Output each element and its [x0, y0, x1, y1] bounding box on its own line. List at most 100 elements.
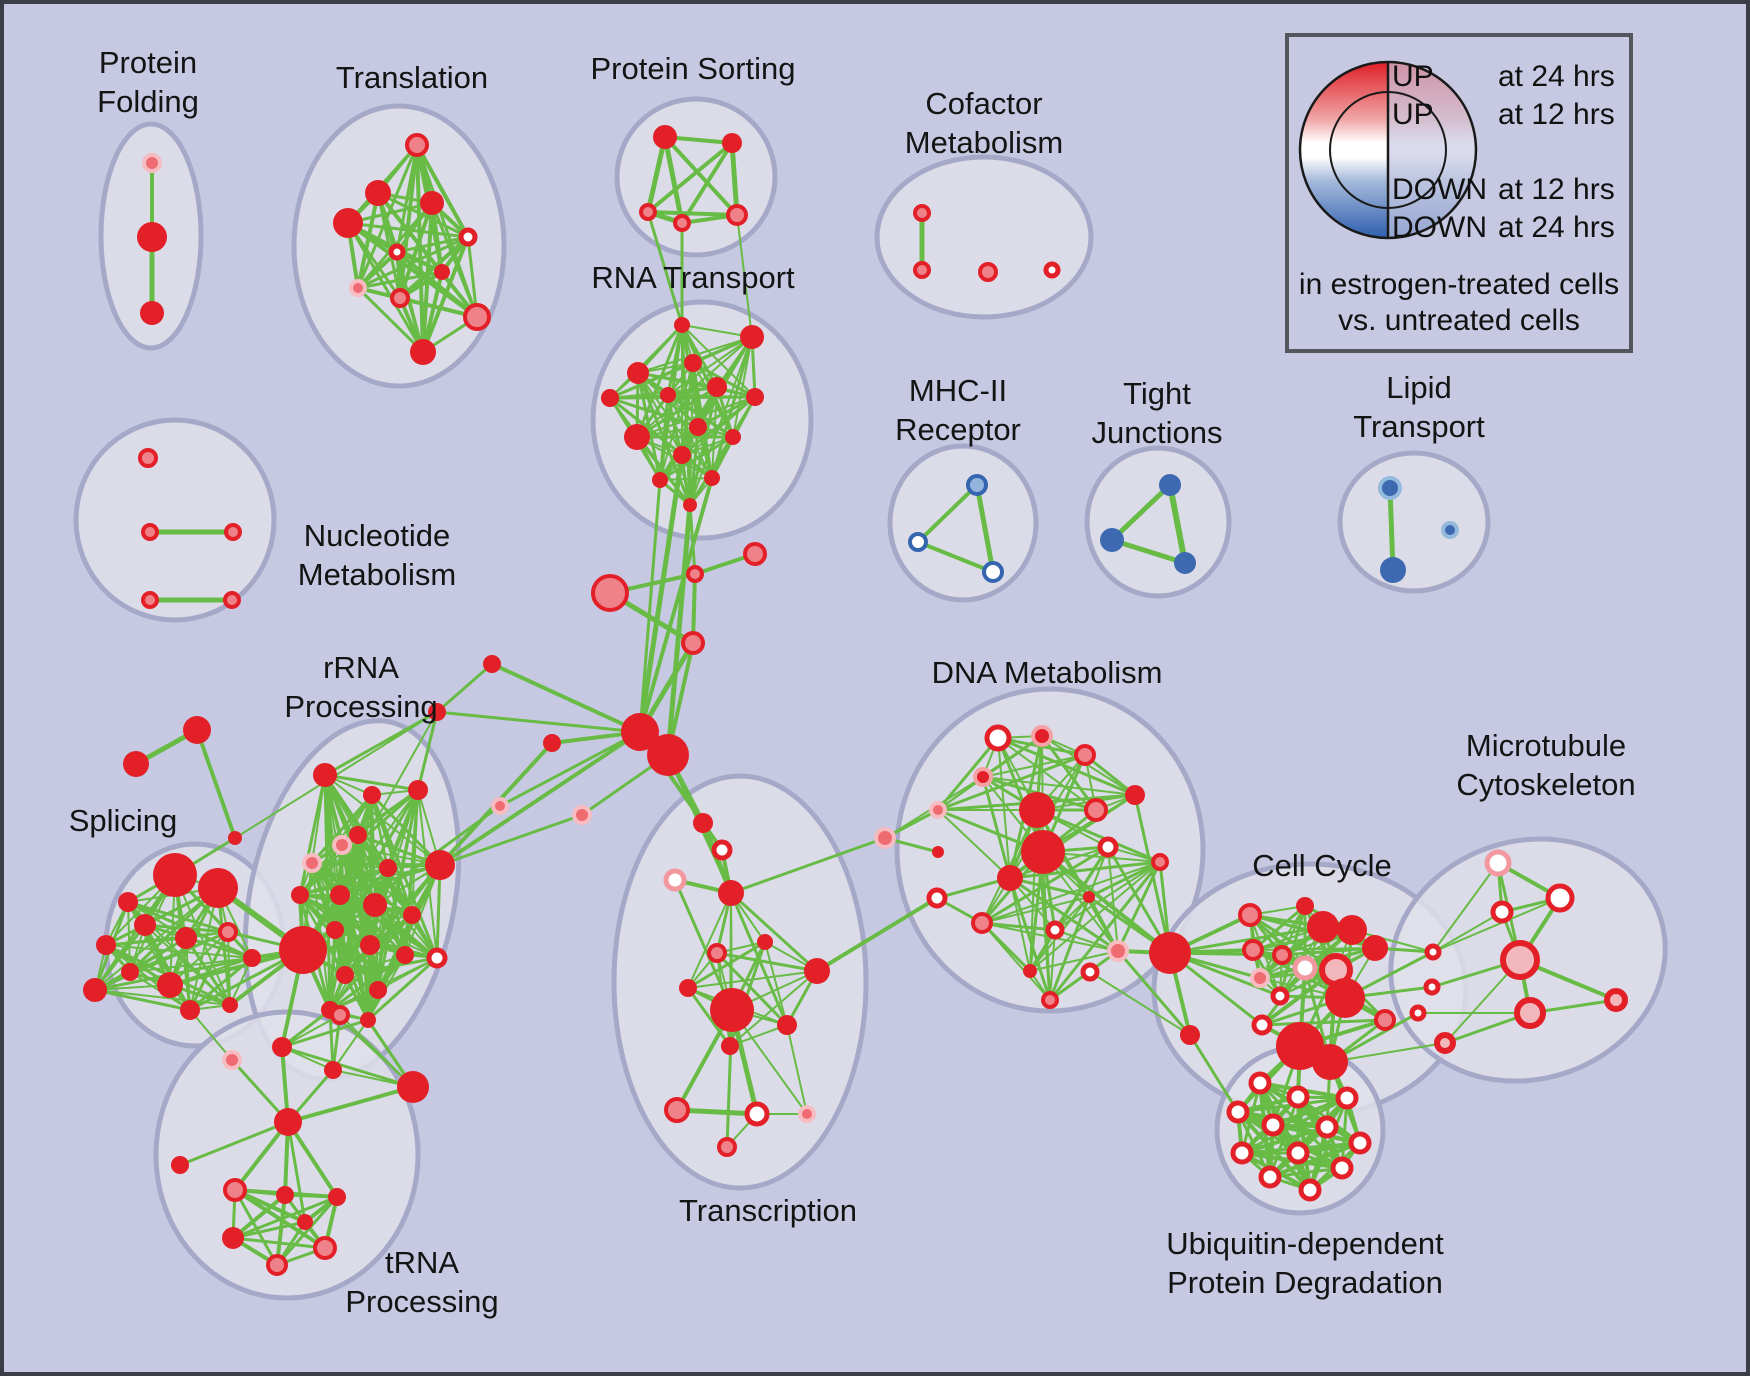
node-rt12 [652, 472, 668, 488]
cluster-label-cell-cycle: Cell Cycle [1252, 848, 1392, 883]
node-tn6 [313, 1236, 337, 1260]
node-rr23 [397, 1071, 429, 1103]
node-dm8 [1021, 830, 1065, 874]
edge [189, 887, 219, 1011]
edge [416, 711, 439, 791]
edge [997, 737, 1011, 879]
edge [357, 270, 443, 290]
edge [681, 436, 734, 456]
edge [982, 776, 1136, 796]
node-tl6 [434, 264, 450, 280]
legend-box [1285, 33, 1633, 353]
edge [1041, 735, 1136, 796]
legend-down-24-label: DOWN [1392, 211, 1487, 244]
edge [1029, 861, 1161, 972]
node-ub11 [1298, 1178, 1322, 1202]
node-tj0 [1159, 474, 1181, 496]
node-cc10 [1325, 978, 1365, 1018]
edge [299, 894, 438, 959]
edge [94, 930, 229, 992]
edge [997, 736, 1136, 797]
node-br0 [483, 655, 501, 673]
node-cc13 [1251, 1014, 1273, 1036]
edge [366, 956, 439, 1022]
edge [687, 892, 732, 989]
edge [686, 987, 732, 1047]
node-lp2 [1441, 521, 1459, 539]
node-br2 [491, 797, 509, 815]
node-tc10 [721, 1037, 739, 1055]
node-dm4 [929, 801, 947, 819]
node-mtc3 [1434, 1032, 1456, 1054]
cluster-label-rrna-processing: rRNA Processing [284, 650, 437, 724]
edge [169, 931, 229, 986]
node-ub1 [1286, 1085, 1310, 1109]
legend-up-12-time: at 12 hrs [1498, 98, 1615, 131]
cluster-label-transcription: Transcription [679, 1193, 857, 1228]
node-tl2 [420, 191, 444, 215]
edge [981, 845, 1109, 925]
node-cc7 [1272, 945, 1292, 965]
edge [491, 662, 641, 734]
node-rr2 [408, 780, 428, 800]
legend-circle-right-half [1388, 62, 1476, 238]
node-rt8 [624, 424, 650, 450]
node-tc11 [664, 1097, 690, 1123]
legend-footer-line2: vs. untreated cells [1338, 304, 1580, 337]
cluster-ellipse-tight-junctions [1084, 445, 1232, 599]
edge [332, 1019, 369, 1071]
edge [1009, 876, 1090, 899]
node-ch7 [572, 805, 592, 825]
node-ch6 [543, 734, 561, 752]
node-tn0 [274, 1108, 302, 1136]
edge [937, 809, 1011, 879]
node-rt13 [704, 470, 720, 486]
edge [415, 144, 470, 238]
node-dm17 [1107, 940, 1129, 962]
node-mh1 [908, 532, 928, 552]
node-st2 [228, 831, 242, 845]
edge [764, 941, 788, 1026]
node-dm20 [1041, 991, 1059, 1009]
edge [1169, 925, 1324, 955]
edge [338, 894, 347, 976]
edge [286, 1121, 307, 1223]
node-tl1 [365, 180, 391, 206]
edge [1009, 877, 1031, 972]
node-tn5 [222, 1227, 244, 1249]
edge [436, 662, 493, 714]
edge [179, 1120, 289, 1167]
edge [94, 988, 191, 1012]
edge [281, 1008, 331, 1049]
edge [609, 324, 683, 399]
edge [275, 1194, 287, 1266]
node-tc3 [718, 880, 744, 906]
node-ch5 [647, 734, 689, 776]
legend-up-24-label: UP [1392, 60, 1434, 93]
edge [609, 395, 756, 400]
node-tc14 [717, 1137, 737, 1157]
node-tj1 [1100, 528, 1124, 552]
node-rt3 [684, 354, 702, 372]
node-tl9 [463, 303, 491, 331]
node-tc8 [710, 988, 754, 1032]
edge [981, 896, 1090, 924]
node-rt9 [689, 418, 707, 436]
edge [1009, 860, 1161, 880]
node-rr12 [326, 921, 344, 939]
cluster-ellipse-protein-sorting [614, 96, 778, 258]
cluster-label-mhc-ii-receptor: MHC-II Receptor [895, 373, 1021, 447]
node-tc5 [707, 943, 727, 963]
edge [647, 210, 738, 217]
node-ps3 [726, 204, 748, 226]
edge [729, 970, 818, 1047]
node-tc7 [804, 958, 830, 984]
node-rr9 [330, 885, 350, 905]
node-ub9 [1330, 1156, 1354, 1180]
node-tl10 [410, 339, 436, 365]
node-ub4 [1261, 1113, 1285, 1137]
node-rr24 [324, 1061, 342, 1079]
node-cc16 [1180, 1025, 1200, 1045]
edge [646, 141, 734, 214]
